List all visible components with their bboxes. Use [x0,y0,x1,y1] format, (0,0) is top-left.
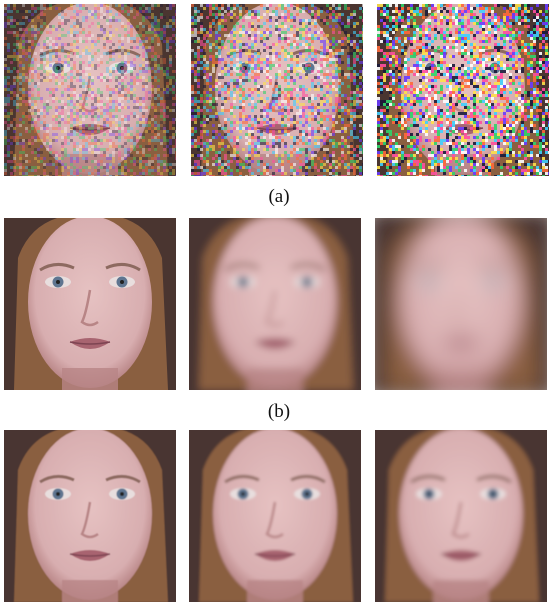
face-image [4,4,176,176]
face-image [191,4,363,176]
face-image [377,4,549,176]
face-noise-low [4,4,176,176]
face-image [375,430,547,602]
restored-row [0,430,558,604]
face-image [189,218,361,390]
caption-b: (b) [267,401,291,422]
face-noise-high [377,4,549,176]
face-restored-2 [189,430,361,602]
face-image [4,430,176,602]
noise-row [0,4,558,178]
face-image [189,430,361,602]
caption-a: (a) [268,186,290,207]
face-blur-medium [189,218,361,390]
face-image [375,218,547,390]
face-restored-3 [375,430,547,602]
face-blur-none [4,218,176,390]
face-blur-heavy [375,218,547,390]
face-noise-medium [191,4,363,176]
blur-row [0,218,558,392]
face-restored-1 [4,430,176,602]
face-image [4,218,176,390]
